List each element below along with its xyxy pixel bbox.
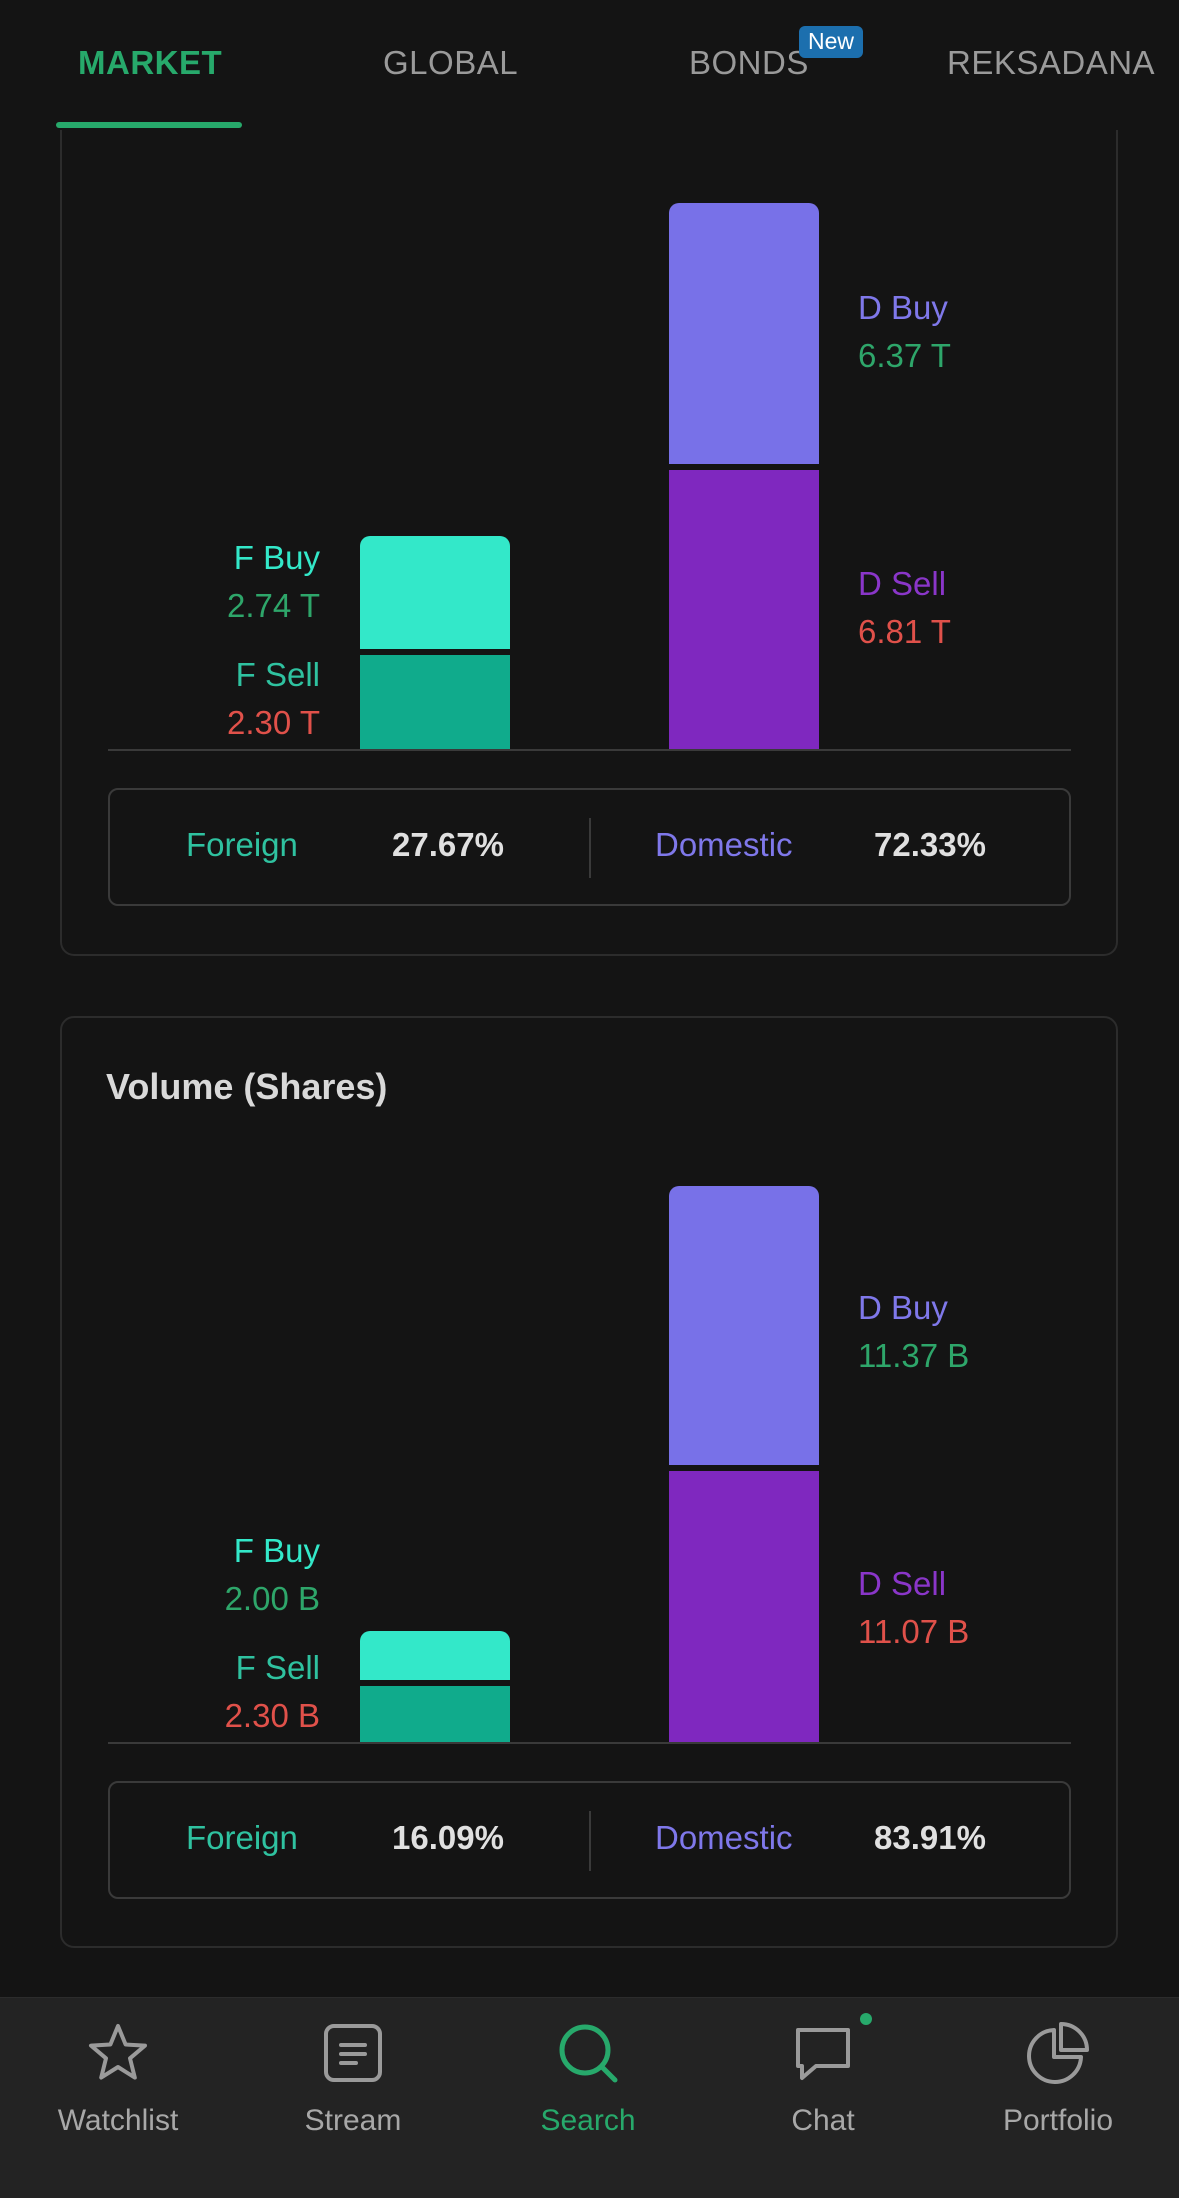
nav-label: Search xyxy=(540,2104,636,2137)
pie-chart-icon xyxy=(1027,2022,1089,2084)
label-f-buy: F Buy xyxy=(233,539,320,576)
tab-bonds[interactable]: BONDS xyxy=(689,44,809,81)
nav-stream[interactable]: Stream xyxy=(253,1998,453,2198)
nav-label: Portfolio xyxy=(1002,2104,1114,2137)
bar-foreign-buy xyxy=(360,1630,510,1680)
top-tab-bar: MARKET GLOBAL BONDS New REKSADANA xyxy=(0,0,1179,130)
summary-foreign-value: 16.09% xyxy=(392,1819,504,1856)
nav-watchlist[interactable]: Watchlist xyxy=(18,1998,218,2198)
active-tab-indicator xyxy=(56,122,242,128)
summary-domestic-label: Domestic xyxy=(655,826,793,863)
tab-global[interactable]: GLOBAL xyxy=(383,44,519,81)
chart-baseline xyxy=(108,749,1071,751)
tab-market[interactable]: MARKET xyxy=(78,44,223,81)
volume-chart-card xyxy=(60,1016,1118,1948)
nav-portfolio[interactable]: Portfolio xyxy=(958,1998,1158,2198)
value-f-sell: 2.30 T xyxy=(227,704,320,741)
summary-foreign-label: Foreign xyxy=(186,1819,298,1856)
label-d-sell: D Sell xyxy=(858,565,947,602)
value-d-sell: 11.07 B xyxy=(858,1613,970,1650)
bar-foreign-sell xyxy=(360,1685,510,1742)
value-summary-box: Foreign 27.67% Domestic 72.33% xyxy=(108,788,1071,906)
value-f-buy: 2.00 B xyxy=(224,1580,320,1617)
tab-reksadana[interactable]: REKSADANA xyxy=(947,44,1156,81)
summary-foreign-label: Foreign xyxy=(186,826,298,863)
value-d-buy: 6.37 T xyxy=(858,337,951,374)
label-f-buy: F Buy xyxy=(233,1532,320,1569)
bar-domestic-buy xyxy=(669,202,819,464)
value-d-buy: 11.37 B xyxy=(858,1337,970,1374)
bar-domestic-sell xyxy=(669,469,819,749)
value-f-buy: 2.74 T xyxy=(227,587,320,624)
summary-divider xyxy=(589,818,591,878)
new-badge: New xyxy=(799,26,864,58)
label-f-sell: F Sell xyxy=(235,1649,320,1686)
bottom-nav-bar: Watchlist Stream Search Chat Portfolio xyxy=(0,1997,1179,2198)
summary-domestic-value: 83.91% xyxy=(874,1819,986,1856)
star-icon xyxy=(89,2024,147,2080)
chat-notification-dot xyxy=(860,2013,872,2025)
label-d-buy: D Buy xyxy=(858,289,948,326)
label-d-buy: D Buy xyxy=(858,1289,948,1326)
summary-foreign-value: 27.67% xyxy=(392,826,504,863)
bar-foreign-buy xyxy=(360,536,510,649)
label-d-sell: D Sell xyxy=(858,1565,947,1602)
bar-foreign-sell xyxy=(360,654,510,749)
chart-baseline xyxy=(108,1742,1071,1744)
bar-domestic-buy xyxy=(669,1186,819,1465)
label-f-sell: F Sell xyxy=(235,656,320,693)
bar-domestic-sell xyxy=(669,1470,819,1742)
stream-icon xyxy=(324,2024,382,2082)
value-f-sell: 2.30 B xyxy=(224,1697,320,1734)
summary-divider xyxy=(589,1811,591,1871)
nav-label: Chat xyxy=(791,2104,855,2137)
nav-label: Watchlist xyxy=(57,2104,179,2137)
nav-label: Stream xyxy=(304,2104,402,2137)
value-d-sell: 6.81 T xyxy=(858,613,951,650)
volume-card-title: Volume (Shares) xyxy=(106,1066,388,1107)
nav-chat[interactable]: Chat xyxy=(723,1998,923,2198)
summary-domestic-label: Domestic xyxy=(655,1819,793,1856)
summary-domestic-value: 72.33% xyxy=(874,826,986,863)
chat-icon xyxy=(796,2028,850,2080)
nav-search[interactable]: Search xyxy=(488,1998,688,2198)
value-chart-card xyxy=(60,80,1118,956)
volume-summary-box: Foreign 16.09% Domestic 83.91% xyxy=(108,1781,1071,1899)
search-icon xyxy=(559,2024,618,2083)
